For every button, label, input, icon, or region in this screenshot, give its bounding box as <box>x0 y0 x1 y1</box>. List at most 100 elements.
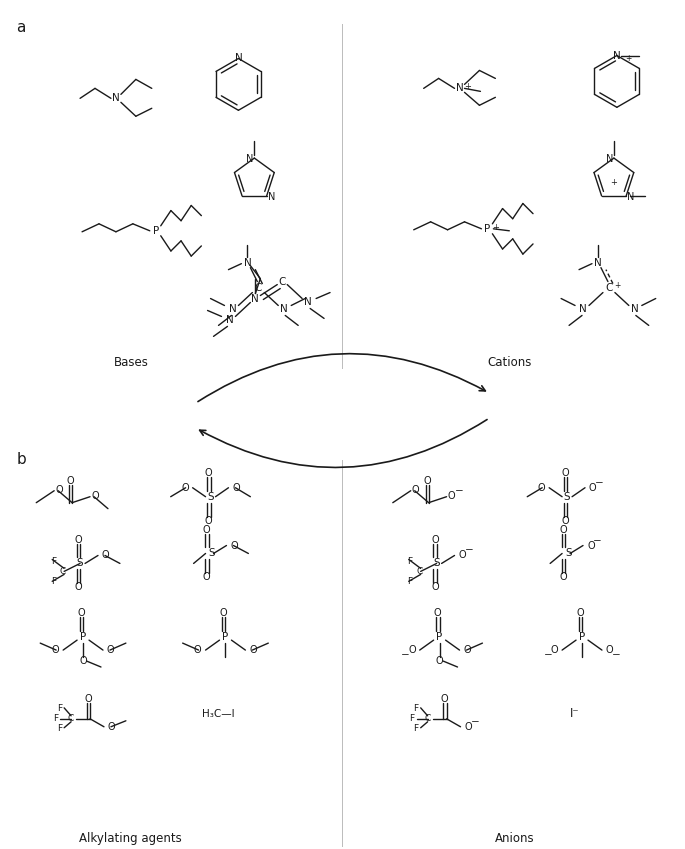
Text: S: S <box>564 492 571 502</box>
Text: O: O <box>538 483 545 492</box>
Text: Anions: Anions <box>495 832 534 845</box>
Text: Bases: Bases <box>114 356 148 368</box>
Text: −: − <box>471 717 479 727</box>
Text: F: F <box>57 724 62 734</box>
Text: F: F <box>408 557 413 566</box>
Text: O: O <box>606 645 614 655</box>
Text: P: P <box>484 224 490 233</box>
Text: O: O <box>587 541 595 550</box>
Text: C: C <box>60 567 66 576</box>
Text: O: O <box>107 645 114 655</box>
Text: O: O <box>77 608 85 618</box>
Text: O: O <box>220 608 227 618</box>
Text: O: O <box>431 582 438 593</box>
Text: O: O <box>67 475 75 486</box>
Text: O: O <box>108 722 116 732</box>
Text: O: O <box>203 572 210 582</box>
Text: N: N <box>613 50 621 60</box>
Text: F: F <box>408 576 413 586</box>
Text: O: O <box>91 491 99 501</box>
Text: C: C <box>606 283 612 293</box>
Text: S: S <box>565 548 572 559</box>
Text: O: O <box>560 572 567 582</box>
Text: H₃C—I: H₃C—I <box>202 709 235 719</box>
Text: I⁻: I⁻ <box>570 707 580 720</box>
Text: O: O <box>232 483 240 492</box>
Text: N: N <box>225 316 234 325</box>
Text: O: O <box>203 525 210 535</box>
Text: O: O <box>181 483 188 492</box>
Text: O: O <box>464 722 472 732</box>
Text: −: − <box>593 536 601 546</box>
Text: O: O <box>431 535 438 544</box>
Text: P: P <box>579 633 585 642</box>
Text: O: O <box>434 608 442 618</box>
Text: F: F <box>414 724 419 734</box>
Text: N: N <box>606 154 613 164</box>
Text: N: N <box>594 257 602 267</box>
Text: O: O <box>589 483 597 492</box>
Text: O: O <box>84 694 92 704</box>
Text: F: F <box>57 705 62 713</box>
Text: O: O <box>102 550 110 560</box>
Text: −: − <box>401 650 410 660</box>
Text: S: S <box>434 559 440 569</box>
Text: −: − <box>455 486 463 496</box>
Text: S: S <box>77 559 84 569</box>
Text: S: S <box>208 492 214 502</box>
Text: C: C <box>68 714 74 723</box>
Text: C: C <box>416 567 423 576</box>
Text: −: − <box>464 546 473 555</box>
Text: O: O <box>55 485 63 495</box>
Text: N: N <box>234 53 242 64</box>
Text: +: + <box>493 222 499 232</box>
Text: −: − <box>612 650 621 660</box>
Text: F: F <box>53 714 58 723</box>
Text: b: b <box>16 452 26 467</box>
Text: O: O <box>436 656 443 666</box>
Text: F: F <box>410 714 414 723</box>
Text: P: P <box>153 226 159 236</box>
Text: a: a <box>16 20 26 35</box>
Text: N: N <box>246 154 253 164</box>
Text: N: N <box>229 305 236 314</box>
Text: N: N <box>112 93 120 104</box>
Text: O: O <box>75 535 82 544</box>
Text: N: N <box>268 192 275 202</box>
Text: O: O <box>230 541 238 550</box>
Text: O: O <box>562 468 569 478</box>
Text: O: O <box>249 645 257 655</box>
Text: −: − <box>543 650 552 660</box>
Text: +: + <box>614 281 621 290</box>
Text: N: N <box>304 297 312 307</box>
Text: N: N <box>251 294 259 303</box>
Text: O: O <box>447 491 456 501</box>
Text: O: O <box>75 582 82 593</box>
Text: +: + <box>464 82 471 92</box>
Text: +: + <box>625 53 631 63</box>
Text: C: C <box>279 277 286 287</box>
Text: P: P <box>223 633 229 642</box>
Text: O: O <box>51 645 59 655</box>
Text: O: O <box>441 694 449 704</box>
Text: O: O <box>423 475 431 486</box>
Text: +: + <box>610 178 617 188</box>
Text: O: O <box>560 525 567 535</box>
Text: N: N <box>579 305 587 314</box>
Text: P: P <box>436 633 443 642</box>
Text: O: O <box>464 645 471 655</box>
Text: F: F <box>51 576 56 586</box>
Text: −: − <box>595 478 603 488</box>
Text: O: O <box>412 485 419 495</box>
Text: Cations: Cations <box>487 356 532 368</box>
Text: S: S <box>208 548 215 559</box>
Text: O: O <box>205 515 212 526</box>
Text: O: O <box>194 645 201 655</box>
Text: N: N <box>627 192 634 202</box>
Text: O: O <box>576 608 584 618</box>
Text: O: O <box>79 656 87 666</box>
Text: O: O <box>408 645 416 655</box>
Text: P: P <box>80 633 86 642</box>
Text: N: N <box>280 305 288 314</box>
Text: O: O <box>205 468 212 478</box>
